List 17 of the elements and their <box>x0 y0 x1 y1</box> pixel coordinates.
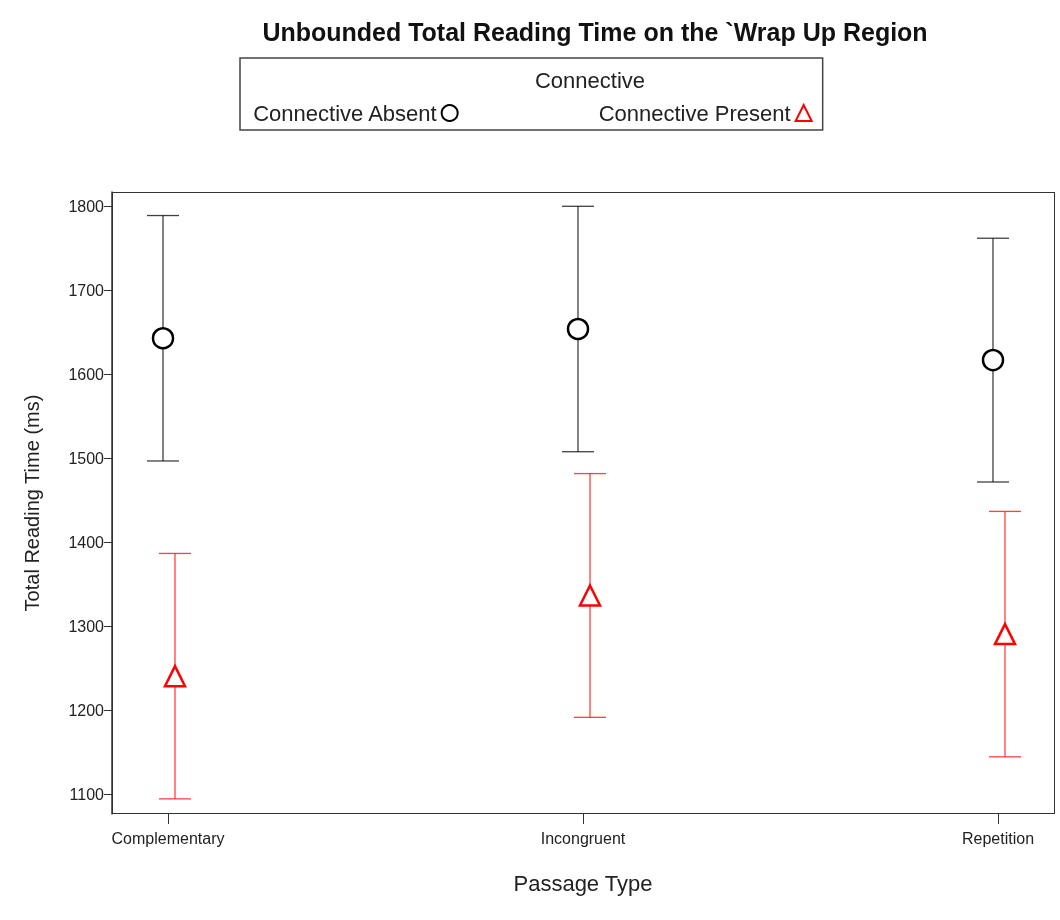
y-tick-label: 1400 <box>68 534 105 552</box>
x-axis-title: Passage Type <box>513 870 653 896</box>
y-tick-label: 1700 <box>68 281 105 299</box>
y-tick-label: 1800 <box>68 197 105 215</box>
x-tick-label: Repetition <box>961 829 1035 847</box>
y-tick-label: 1100 <box>69 786 105 804</box>
legend-label: Connective Present <box>598 100 791 126</box>
legend-label: Connective Absent <box>253 100 437 126</box>
y-tick-label: 1600 <box>68 365 105 383</box>
x-tick-label: Incongruent <box>540 829 626 847</box>
y-tick-label: 1200 <box>68 702 105 720</box>
x-tick-label: Complementary <box>111 829 225 847</box>
chart-title: Unbounded Total Reading Time on the `Wrap Up Region <box>262 17 928 46</box>
y-tick-label: 1300 <box>68 618 105 636</box>
y-tick-label: 1500 <box>68 449 105 467</box>
y-axis-title: Total Reading Time (ms) <box>21 394 43 612</box>
legend-title: Connective <box>534 67 646 93</box>
